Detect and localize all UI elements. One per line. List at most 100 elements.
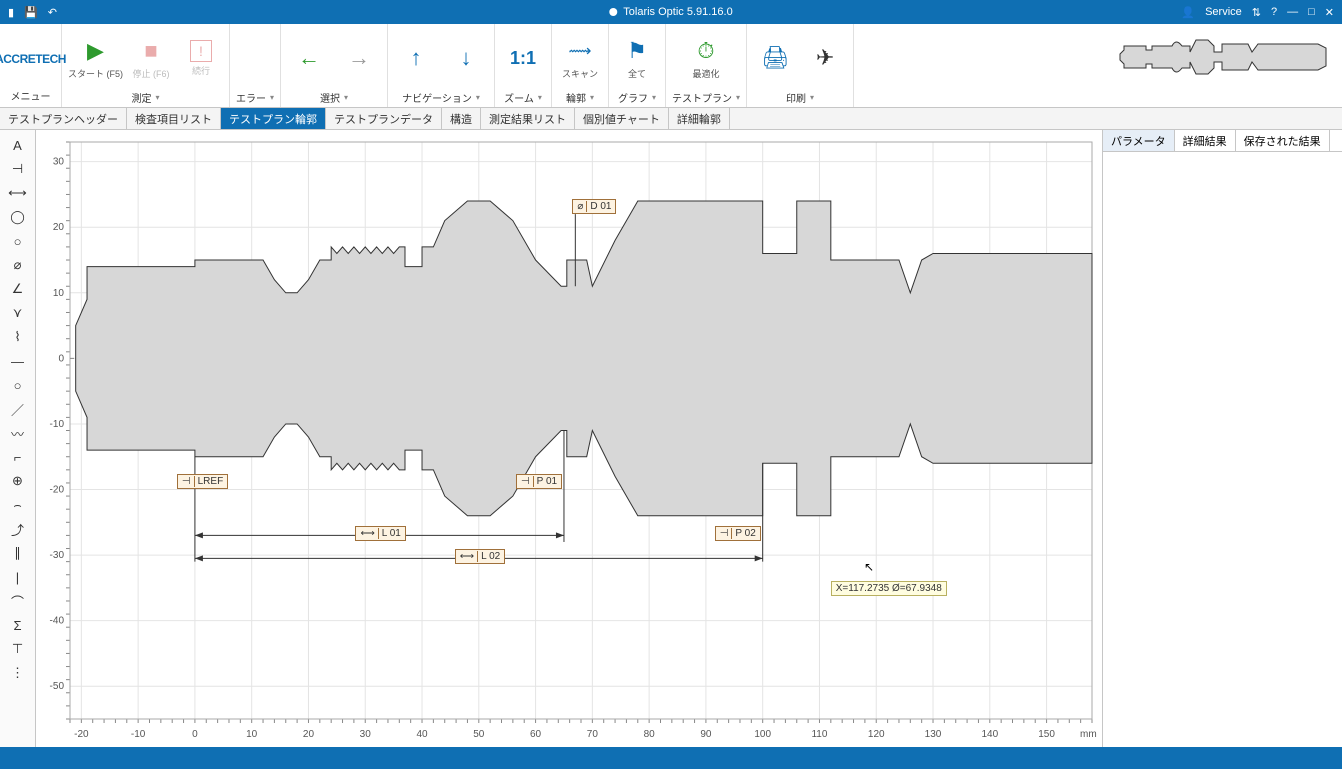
- ribbon-group-contour: ⟿スキャン 輪郭▾: [552, 24, 609, 107]
- tool-diameter[interactable]: ⌀: [4, 254, 32, 276]
- tool-ref-left[interactable]: ⊣: [4, 158, 32, 180]
- group-label-testplan[interactable]: テストプラン: [672, 90, 732, 105]
- ribbon-group-zoom: 1:1 ズーム▾: [495, 24, 552, 107]
- tool-sum[interactable]: Σ: [4, 614, 32, 636]
- svg-text:30: 30: [53, 157, 65, 168]
- menu-label[interactable]: メニュー: [11, 88, 51, 103]
- zoom-11-button[interactable]: 1:1: [501, 44, 545, 72]
- profile-canvas[interactable]: -20-100102030405060708090100110120130140…: [36, 130, 1102, 747]
- right-panel-body: [1103, 152, 1342, 747]
- tool-text[interactable]: A: [4, 134, 32, 156]
- user-icon[interactable]: 👤: [1181, 6, 1195, 19]
- titlebar: ▮ 💾 ↶ Tolaris Optic 5.91.16.0 👤 Service …: [0, 0, 1342, 24]
- svg-text:10: 10: [246, 729, 258, 740]
- document-tabs: テストプランヘッダー 検査項目リスト テストプラン輪郭 テストプランデータ 構造…: [0, 108, 1342, 130]
- callout-p01[interactable]: ⊣P 01: [516, 474, 562, 489]
- tool-more[interactable]: ⋮: [4, 662, 32, 684]
- tool-thread[interactable]: ⌇: [4, 326, 32, 348]
- tab-5[interactable]: 測定結果リスト: [481, 108, 575, 129]
- tool-cone[interactable]: ⋎: [4, 302, 32, 324]
- minimize-icon[interactable]: —: [1287, 6, 1298, 18]
- group-label-select[interactable]: 選択: [320, 90, 340, 105]
- ribbon-group-error: エラー▾: [230, 24, 281, 107]
- svg-text:70: 70: [587, 729, 599, 740]
- right-tab-0[interactable]: パラメータ: [1103, 130, 1175, 151]
- tool-curve[interactable]: ⌢: [4, 494, 32, 516]
- tool-step[interactable]: ⌐: [4, 446, 32, 468]
- svg-text:-20: -20: [50, 485, 65, 496]
- nav-up-button[interactable]: ↑: [394, 44, 438, 72]
- brand-logo: ACCRETECH: [0, 52, 66, 66]
- svg-text:30: 30: [360, 729, 372, 740]
- ribbon-group-testplan: ⏱最適化 テストプラン▾: [666, 24, 747, 107]
- profile-thumbnail: [1118, 30, 1328, 89]
- svg-text:-40: -40: [50, 616, 65, 627]
- right-tab-2[interactable]: 保存された結果: [1236, 130, 1330, 151]
- main-area: A ⊣ ⟷ ◯ ○ ⌀ ∠ ⋎ ⌇ — ○ ／ 〰 ⌐ ⊕ ⌢ ⤴ ∥ | ⌒ …: [0, 130, 1342, 747]
- tool-angle[interactable]: ∠: [4, 278, 32, 300]
- save-icon[interactable]: 💾: [24, 6, 38, 19]
- group-label-error[interactable]: エラー: [236, 90, 266, 105]
- callout-l02[interactable]: ⟷L 02: [455, 549, 505, 564]
- nav-down-button[interactable]: ↓: [444, 44, 488, 72]
- tab-7[interactable]: 詳細輪郭: [669, 108, 730, 129]
- status-bar: [0, 747, 1342, 769]
- menu-toggle-icon[interactable]: ▮: [8, 6, 14, 19]
- tool-hline[interactable]: —: [4, 350, 32, 372]
- group-label-graph[interactable]: グラフ: [618, 90, 648, 105]
- callout-p02[interactable]: ⊣P 02: [715, 526, 761, 541]
- optimize-button[interactable]: ⏱最適化: [684, 37, 728, 80]
- tab-6[interactable]: 個別値チャート: [575, 108, 669, 129]
- tool-t[interactable]: ⊤: [4, 638, 32, 660]
- tool-circle[interactable]: ○: [4, 230, 32, 252]
- group-label-measure[interactable]: 測定: [131, 90, 151, 105]
- tool-spline[interactable]: 〰: [4, 422, 32, 444]
- svg-text:60: 60: [530, 729, 542, 740]
- group-label-nav[interactable]: ナビゲーション: [402, 90, 472, 105]
- group-label-zoom[interactable]: ズーム: [504, 90, 534, 105]
- close-icon[interactable]: ✕: [1325, 6, 1334, 19]
- maximize-icon[interactable]: □: [1308, 6, 1315, 18]
- callout-l01[interactable]: ⟷L 01: [355, 526, 405, 541]
- callout-d01[interactable]: ⌀D 01: [572, 199, 616, 214]
- left-toolbox: A ⊣ ⟷ ◯ ○ ⌀ ∠ ⋎ ⌇ — ○ ／ 〰 ⌐ ⊕ ⌢ ⤴ ∥ | ⌒ …: [0, 130, 36, 747]
- tab-1[interactable]: 検査項目リスト: [127, 108, 221, 129]
- nav-back-button[interactable]: ←: [287, 44, 331, 72]
- svg-text:130: 130: [925, 729, 942, 740]
- group-label-contour[interactable]: 輪郭: [566, 90, 586, 105]
- tool-circle2[interactable]: ○: [4, 374, 32, 396]
- tool-line[interactable]: ／: [4, 398, 32, 420]
- tool-arc[interactable]: ⌒: [4, 590, 32, 612]
- svg-text:-10: -10: [131, 729, 146, 740]
- app-dot-icon: [609, 8, 617, 16]
- svg-text:50: 50: [473, 729, 485, 740]
- tab-0[interactable]: テストプランヘッダー: [0, 108, 127, 129]
- layout-icon[interactable]: ⇅: [1252, 6, 1261, 19]
- tab-4[interactable]: 構造: [442, 108, 481, 129]
- tab-3[interactable]: テストプランデータ: [326, 108, 442, 129]
- tool-pos[interactable]: ⊕: [4, 470, 32, 492]
- tab-2[interactable]: テストプラン輪郭: [221, 108, 326, 129]
- tool-circle-q[interactable]: ◯: [4, 206, 32, 228]
- app-title: Tolaris Optic 5.91.16.0: [623, 6, 732, 18]
- group-label-print[interactable]: 印刷: [786, 90, 806, 105]
- callout-lref[interactable]: ⊣LREF: [177, 474, 228, 489]
- svg-text:mm: mm: [1080, 729, 1097, 740]
- print-button[interactable]: 🖨: [753, 44, 797, 72]
- ribbon-group-select: ← → 選択▾: [281, 24, 388, 107]
- tool-parallel[interactable]: ∥: [4, 542, 32, 564]
- tool-extract[interactable]: ⤴: [4, 518, 32, 540]
- svg-text:0: 0: [192, 729, 198, 740]
- scan-button[interactable]: ⟿スキャン: [558, 37, 602, 80]
- export-button[interactable]: ✈: [803, 44, 847, 72]
- help-icon[interactable]: ?: [1271, 6, 1277, 18]
- right-tab-1[interactable]: 詳細結果: [1175, 130, 1236, 151]
- service-label[interactable]: Service: [1205, 6, 1242, 18]
- right-panel: パラメータ 詳細結果 保存された結果: [1102, 130, 1342, 747]
- tool-vline[interactable]: |: [4, 566, 32, 588]
- graph-all-button[interactable]: ⚑全て: [615, 37, 659, 80]
- tool-length[interactable]: ⟷: [4, 182, 32, 204]
- start-button[interactable]: ▶スタート (F5): [68, 37, 123, 80]
- svg-text:110: 110: [811, 729, 827, 740]
- undo-icon[interactable]: ↶: [48, 6, 57, 19]
